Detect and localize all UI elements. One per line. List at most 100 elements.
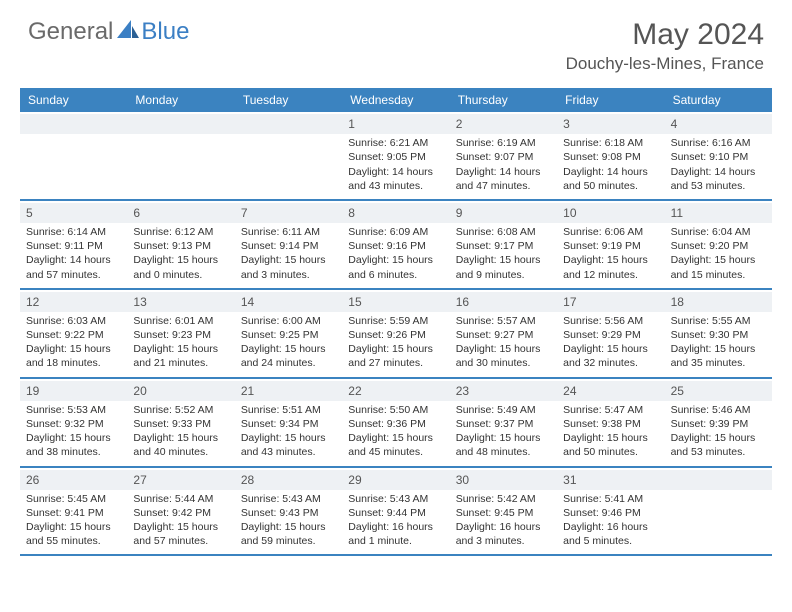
weekday-header-cell: Monday — [127, 88, 234, 112]
weekday-header-cell: Wednesday — [342, 88, 449, 112]
weekday-header-cell: Saturday — [665, 88, 772, 112]
day-info-line: Sunrise: 6:00 AM — [241, 314, 336, 328]
day-info-line: Sunset: 9:16 PM — [348, 239, 443, 253]
day-info-line: Sunrise: 6:03 AM — [26, 314, 121, 328]
day-info-line: Daylight: 15 hours and 30 minutes. — [456, 342, 551, 370]
weekday-header-cell: Tuesday — [235, 88, 342, 112]
day-info-line: Sunset: 9:20 PM — [671, 239, 766, 253]
day-cell — [665, 468, 772, 555]
day-info-line: Sunrise: 6:19 AM — [456, 136, 551, 150]
brand-logo: General Blue — [28, 18, 189, 46]
day-info-line: Daylight: 16 hours and 3 minutes. — [456, 520, 551, 548]
day-cell: 15 Sunrise: 5:59 AMSunset: 9:26 PMDayligh… — [342, 290, 449, 377]
day-cell: 26Sunrise: 5:45 AMSunset: 9:41 PMDayligh… — [20, 468, 127, 555]
day-info-line: Sunrise: 6:12 AM — [133, 225, 228, 239]
day-info-line: Sunrise: 5:53 AM — [26, 403, 121, 417]
day-info-line: Sunrise: 6:01 AM — [133, 314, 228, 328]
day-info-line: Daylight: 15 hours and 18 minutes. — [26, 342, 121, 370]
day-number: 14 — [235, 292, 342, 312]
day-info-line: Sunrise: 6:21 AM — [348, 136, 443, 150]
day-info-line: Daylight: 15 hours and 40 minutes. — [133, 431, 228, 459]
day-cell: 5Sunrise: 6:14 AMSunset: 9:11 PMDaylight… — [20, 201, 127, 288]
day-number — [127, 114, 234, 134]
day-number: 26 — [20, 470, 127, 490]
day-info-line: Daylight: 15 hours and 27 minutes. — [348, 342, 443, 370]
day-cell: 12Sunrise: 6:03 AMSunset: 9:22 PMDayligh… — [20, 290, 127, 377]
day-info-line: Daylight: 15 hours and 45 minutes. — [348, 431, 443, 459]
day-info-line: Daylight: 15 hours and 6 minutes. — [348, 253, 443, 281]
day-cell: 18Sunrise: 5:55 AMSunset: 9:30 PMDayligh… — [665, 290, 772, 377]
day-info-line: Sunset: 9:39 PM — [671, 417, 766, 431]
day-cell: 7Sunrise: 6:11 AMSunset: 9:14 PMDaylight… — [235, 201, 342, 288]
day-info-line: Daylight: 15 hours and 12 minutes. — [563, 253, 658, 281]
day-info-line: Sunset: 9:30 PM — [671, 328, 766, 342]
week-row: 19Sunrise: 5:53 AMSunset: 9:32 PMDayligh… — [20, 379, 772, 468]
day-info-line: Sunset: 9:10 PM — [671, 150, 766, 164]
day-info-line: Sunset: 9:27 PM — [456, 328, 551, 342]
day-cell: 6Sunrise: 6:12 AMSunset: 9:13 PMDaylight… — [127, 201, 234, 288]
day-info-line: Sunset: 9:19 PM — [563, 239, 658, 253]
day-info-line: Daylight: 15 hours and 24 minutes. — [241, 342, 336, 370]
day-info-line: Sunrise: 5:45 AM — [26, 492, 121, 506]
weekday-header-row: SundayMondayTuesdayWednesdayThursdayFrid… — [20, 88, 772, 112]
day-info-line: Sunrise: 5:42 AM — [456, 492, 551, 506]
day-info-line: Sunrise: 5:59 AM — [348, 314, 443, 328]
day-info-line: Sunset: 9:37 PM — [456, 417, 551, 431]
calendar: SundayMondayTuesdayWednesdayThursdayFrid… — [20, 88, 772, 556]
day-number: 25 — [665, 381, 772, 401]
day-info-line: Sunset: 9:25 PM — [241, 328, 336, 342]
day-info-line: Sunset: 9:42 PM — [133, 506, 228, 520]
day-number: 7 — [235, 203, 342, 223]
week-row: 5Sunrise: 6:14 AMSunset: 9:11 PMDaylight… — [20, 201, 772, 290]
day-info-line: Sunset: 9:36 PM — [348, 417, 443, 431]
day-cell: 14 Sunrise: 6:00 AMSunset: 9:25 PMDayligh… — [235, 290, 342, 377]
page-header: General Blue May 2024 Douchy-les-Mines, … — [0, 0, 792, 78]
day-cell: 13Sunrise: 6:01 AMSunset: 9:23 PMDayligh… — [127, 290, 234, 377]
day-number: 17 — [557, 292, 664, 312]
day-number: 18 — [665, 292, 772, 312]
day-cell: 24Sunrise: 5:47 AMSunset: 9:38 PMDayligh… — [557, 379, 664, 466]
week-row: 12Sunrise: 6:03 AMSunset: 9:22 PMDayligh… — [20, 290, 772, 379]
brand-text-general: General — [28, 18, 113, 46]
day-info-line: Sunset: 9:07 PM — [456, 150, 551, 164]
day-number: 20 — [127, 381, 234, 401]
day-info-line: Sunset: 9:26 PM — [348, 328, 443, 342]
day-info-line: Daylight: 15 hours and 38 minutes. — [26, 431, 121, 459]
month-title: May 2024 — [566, 18, 764, 52]
day-number: 3 — [557, 114, 664, 134]
day-cell: 17Sunrise: 5:56 AMSunset: 9:29 PMDayligh… — [557, 290, 664, 377]
sail-icon — [117, 20, 139, 45]
day-number: 21 — [235, 381, 342, 401]
day-info-line: Sunset: 9:46 PM — [563, 506, 658, 520]
day-number: 11 — [665, 203, 772, 223]
day-info-line: Daylight: 15 hours and 55 minutes. — [26, 520, 121, 548]
day-info-line: Sunrise: 5:49 AM — [456, 403, 551, 417]
day-number — [665, 470, 772, 490]
day-number: 19 — [20, 381, 127, 401]
day-cell — [20, 112, 127, 199]
day-info-line: Sunrise: 5:55 AM — [671, 314, 766, 328]
day-info-line: Sunset: 9:05 PM — [348, 150, 443, 164]
day-info-line: Sunrise: 6:04 AM — [671, 225, 766, 239]
day-cell: 3Sunrise: 6:18 AMSunset: 9:08 PMDaylight… — [557, 112, 664, 199]
day-info-line: Daylight: 14 hours and 57 minutes. — [26, 253, 121, 281]
day-number: 5 — [20, 203, 127, 223]
day-info-line: Sunset: 9:13 PM — [133, 239, 228, 253]
brand-text-blue: Blue — [141, 18, 189, 46]
day-cell: 16Sunrise: 5:57 AMSunset: 9:27 PMDayligh… — [450, 290, 557, 377]
day-info-line: Sunrise: 5:56 AM — [563, 314, 658, 328]
day-number: 22 — [342, 381, 449, 401]
week-row: 26Sunrise: 5:45 AMSunset: 9:41 PMDayligh… — [20, 468, 772, 557]
day-info-line: Daylight: 15 hours and 3 minutes. — [241, 253, 336, 281]
day-number: 15 — [342, 292, 449, 312]
week-row: 1Sunrise: 6:21 AMSunset: 9:05 PMDaylight… — [20, 112, 772, 201]
day-info-line: Sunset: 9:32 PM — [26, 417, 121, 431]
day-info-line: Daylight: 15 hours and 0 minutes. — [133, 253, 228, 281]
day-number: 4 — [665, 114, 772, 134]
day-info-line: Sunset: 9:44 PM — [348, 506, 443, 520]
day-info-line: Daylight: 15 hours and 21 minutes. — [133, 342, 228, 370]
weekday-header-cell: Friday — [557, 88, 664, 112]
day-info-line: Daylight: 15 hours and 9 minutes. — [456, 253, 551, 281]
day-info-line: Sunset: 9:14 PM — [241, 239, 336, 253]
day-number: 27 — [127, 470, 234, 490]
